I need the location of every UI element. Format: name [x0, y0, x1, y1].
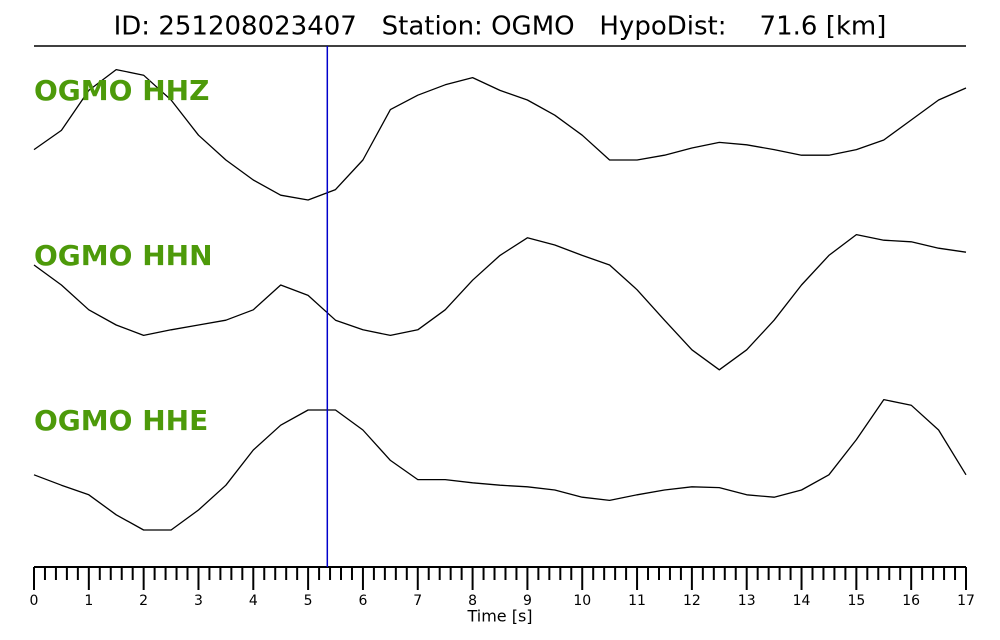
x-axis-label: Time [s]: [466, 607, 532, 626]
trace-label: OGMO HHZ: [34, 74, 209, 107]
x-tick-label: 10: [573, 593, 591, 609]
x-tick-label: 7: [413, 593, 422, 609]
x-tick-label: 13: [738, 593, 756, 609]
trace: [33, 398, 967, 531]
x-tick-label: 6: [358, 593, 367, 609]
x-tick-label: 2: [139, 593, 148, 609]
chart-title: ID: 251208023407 Station: OGMO HypoDist:…: [114, 12, 887, 42]
x-tick-label: 12: [683, 593, 701, 609]
x-tick-label: 0: [30, 593, 39, 609]
trace: [33, 233, 967, 371]
x-tick-label: 1: [84, 593, 93, 609]
x-tick-label: 4: [249, 593, 258, 609]
x-tick-label: 3: [194, 593, 203, 609]
x-tick-label: 9: [523, 593, 532, 609]
x-tick-label: 8: [468, 593, 477, 609]
x-tick-label: 15: [847, 593, 865, 609]
trace: [33, 68, 967, 201]
x-tick-label: 17: [957, 593, 975, 609]
x-tick-label: 5: [304, 593, 313, 609]
x-tick-label: 14: [793, 593, 811, 609]
trace-label: OGMO HHE: [34, 404, 208, 437]
trace-label: OGMO HHN: [34, 239, 213, 272]
x-tick-label: 11: [628, 593, 646, 609]
x-tick-label: 16: [902, 593, 920, 609]
